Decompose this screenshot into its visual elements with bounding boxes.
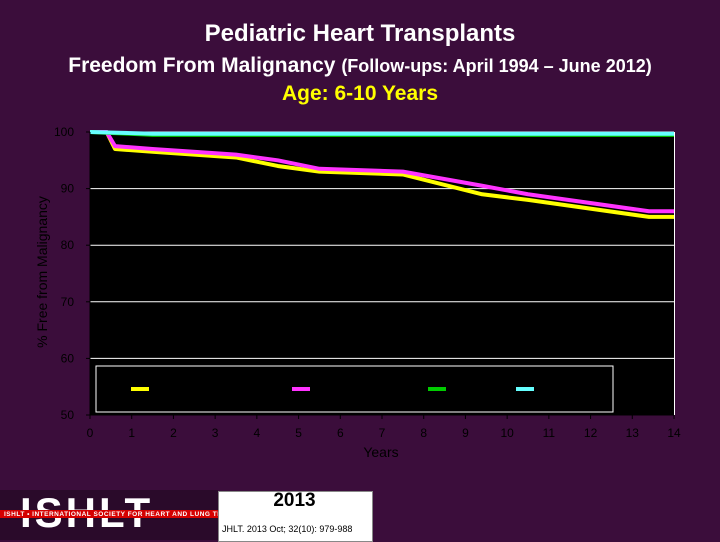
y-tick-label: 50 xyxy=(61,408,75,422)
citation-box xyxy=(218,491,373,542)
x-tick-label: 3 xyxy=(212,426,219,440)
series-line-4 xyxy=(89,130,674,136)
y-tick-label: 90 xyxy=(61,182,75,196)
x-tick-label: 11 xyxy=(543,426,556,440)
subtitle-main: Freedom From Malignancy xyxy=(68,54,336,77)
y-axis-title: % Free from Malignancy xyxy=(34,196,50,348)
x-tick-label: 13 xyxy=(626,426,640,440)
y-tick-label: 80 xyxy=(61,238,75,252)
chart-title: Pediatric Heart Transplants xyxy=(204,20,516,47)
x-tick-label: 8 xyxy=(420,426,427,440)
x-tick-label: 14 xyxy=(667,426,681,440)
x-tick-label: 1 xyxy=(128,426,135,440)
x-tick-label: 6 xyxy=(337,426,344,440)
series-layer xyxy=(89,130,674,219)
y-tick-label: 60 xyxy=(61,351,75,365)
x-tick-label: 9 xyxy=(462,426,469,440)
x-tick-label: 4 xyxy=(254,426,261,440)
x-tick-label: 5 xyxy=(295,426,302,440)
citation-year: 2013 xyxy=(273,490,316,511)
age-group-label: Age: 6-10 Years xyxy=(281,82,439,105)
series-line-2 xyxy=(90,130,674,214)
y-tick-label: 70 xyxy=(61,295,75,309)
x-axis-title: Years xyxy=(363,444,398,460)
y-tick-label: 100 xyxy=(54,125,74,139)
citation-reference: JHLT. 2013 Oct; 32(10): 979-988 xyxy=(222,524,353,534)
x-tick-label: 0 xyxy=(87,426,94,440)
legend-box xyxy=(95,365,614,413)
logo-tagline: ISHLT • INTERNATIONAL SOCIETY FOR HEART … xyxy=(4,511,284,518)
x-tick-label: 10 xyxy=(500,426,514,440)
subtitle-followup: (Follow-ups: April 1994 – June 2012) xyxy=(341,56,652,76)
x-tick-label: 7 xyxy=(379,426,386,440)
chart-subtitle: Freedom From Malignancy (Follow-ups: Apr… xyxy=(0,54,720,78)
x-tick-label: 12 xyxy=(584,426,598,440)
logo-red-bar xyxy=(0,510,370,518)
x-tick-label: 2 xyxy=(170,426,177,440)
